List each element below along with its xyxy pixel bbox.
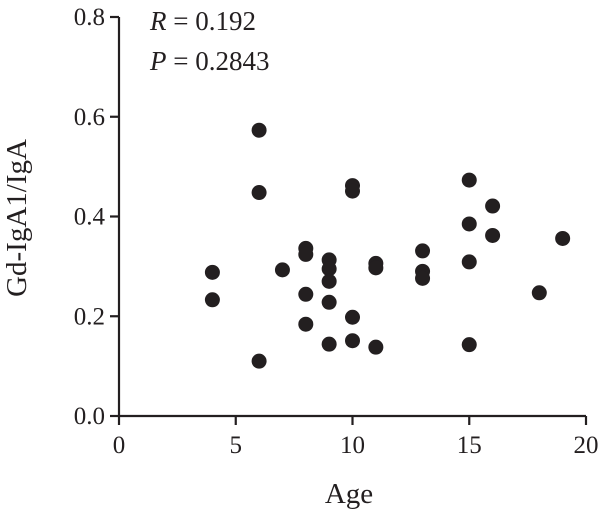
y-tick-label: 0.2 (74, 303, 105, 330)
data-point (415, 270, 431, 286)
data-point (204, 264, 220, 280)
y-tick-label: 0.4 (74, 204, 106, 231)
data-point (274, 262, 290, 278)
data-point (251, 122, 267, 138)
data-point (555, 230, 571, 246)
data-point (531, 285, 547, 301)
p-annotation-symbol: P (149, 46, 167, 76)
r-annotation: R = 0.192 (149, 6, 256, 36)
x-tick-label: 20 (574, 432, 599, 459)
x-axis-title: Age (325, 478, 373, 510)
data-point (485, 227, 501, 243)
data-point (368, 260, 384, 276)
data-point (204, 292, 220, 308)
y-axis-title: Gd-IgA1/IgA (1, 139, 33, 297)
data-point (321, 273, 337, 289)
data-point (345, 309, 360, 325)
x-tick-label: 5 (230, 432, 243, 459)
data-point (321, 336, 337, 352)
y-tick-label: 0.0 (74, 403, 105, 430)
data-point (298, 246, 314, 262)
data-point (368, 339, 384, 355)
x-tick-label: 0 (113, 432, 126, 459)
r-annotation-value: = 0.192 (167, 6, 256, 36)
x-tick-label: 15 (457, 432, 482, 459)
data-point (251, 353, 267, 369)
data-point (461, 337, 477, 353)
y-tick-label: 0.6 (74, 104, 105, 131)
data-point (345, 183, 360, 199)
axes (117, 17, 586, 418)
data-point (345, 333, 360, 349)
r-annotation-symbol: R (149, 6, 167, 36)
p-annotation: P = 0.2843 (149, 46, 269, 76)
data-point (321, 261, 337, 277)
x-axis-ticks: 0 5 10 15 20 (113, 416, 599, 459)
y-axis-ticks: 0.0 0.2 0.4 0.6 0.8 (74, 4, 119, 430)
data-point (298, 286, 314, 302)
y-tick-label: 0.8 (74, 4, 105, 31)
data-point (298, 316, 314, 332)
data-point (461, 172, 477, 188)
data-point (321, 294, 337, 310)
data-point (485, 198, 501, 214)
x-tick-label: 10 (340, 432, 365, 459)
data-point (415, 243, 431, 259)
data-point (251, 185, 267, 201)
data-point (461, 216, 477, 232)
data-points (204, 122, 571, 369)
data-point (461, 254, 477, 270)
p-annotation-value: = 0.2843 (167, 46, 270, 76)
